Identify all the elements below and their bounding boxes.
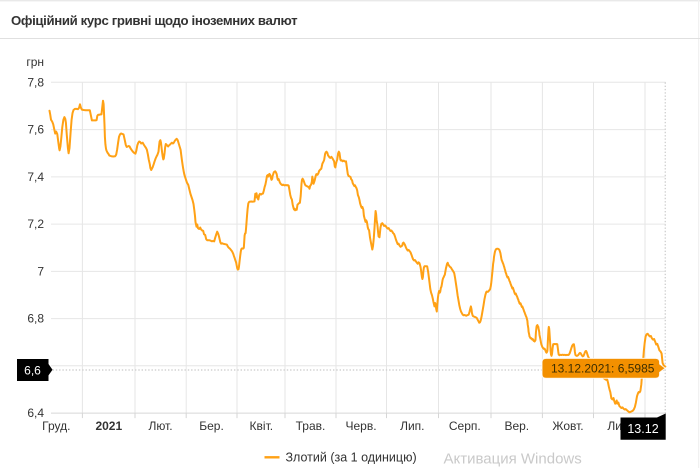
svg-text:Вер.: Вер. — [504, 419, 529, 433]
svg-text:7: 7 — [37, 264, 44, 278]
svg-text:Офіційний курс гривні щодо іно: Офіційний курс гривні щодо іноземних вал… — [11, 13, 298, 28]
svg-text:2021: 2021 — [95, 419, 122, 433]
svg-text:Бер.: Бер. — [199, 419, 224, 433]
svg-text:7,2: 7,2 — [27, 217, 44, 231]
svg-text:7,4: 7,4 — [27, 170, 44, 184]
svg-text:13.12: 13.12 — [627, 422, 658, 436]
svg-text:Активация Windows: Активация Windows — [444, 451, 582, 468]
svg-text:Трав.: Трав. — [296, 419, 326, 433]
svg-text:6,8: 6,8 — [27, 312, 44, 326]
svg-text:6,4: 6,4 — [27, 406, 44, 420]
svg-text:7,8: 7,8 — [27, 75, 44, 89]
svg-text:Черв.: Черв. — [345, 419, 376, 433]
svg-text:Квіт.: Квіт. — [250, 419, 274, 433]
svg-text:Лют.: Лют. — [148, 419, 172, 433]
svg-text:Груд.: Груд. — [42, 419, 70, 433]
svg-text:Серп.: Серп. — [449, 419, 481, 433]
svg-text:Жовт.: Жовт. — [552, 419, 583, 433]
svg-text:6,6: 6,6 — [24, 363, 41, 377]
svg-text:Злотий (за 1 одиницю): Злотий (за 1 одиницю) — [286, 450, 417, 464]
svg-text:7,6: 7,6 — [27, 123, 44, 137]
svg-text:грн: грн — [26, 55, 44, 69]
svg-text:Лип.: Лип. — [400, 419, 424, 433]
svg-text:13.12.2021: 6,5985: 13.12.2021: 6,5985 — [551, 362, 655, 376]
